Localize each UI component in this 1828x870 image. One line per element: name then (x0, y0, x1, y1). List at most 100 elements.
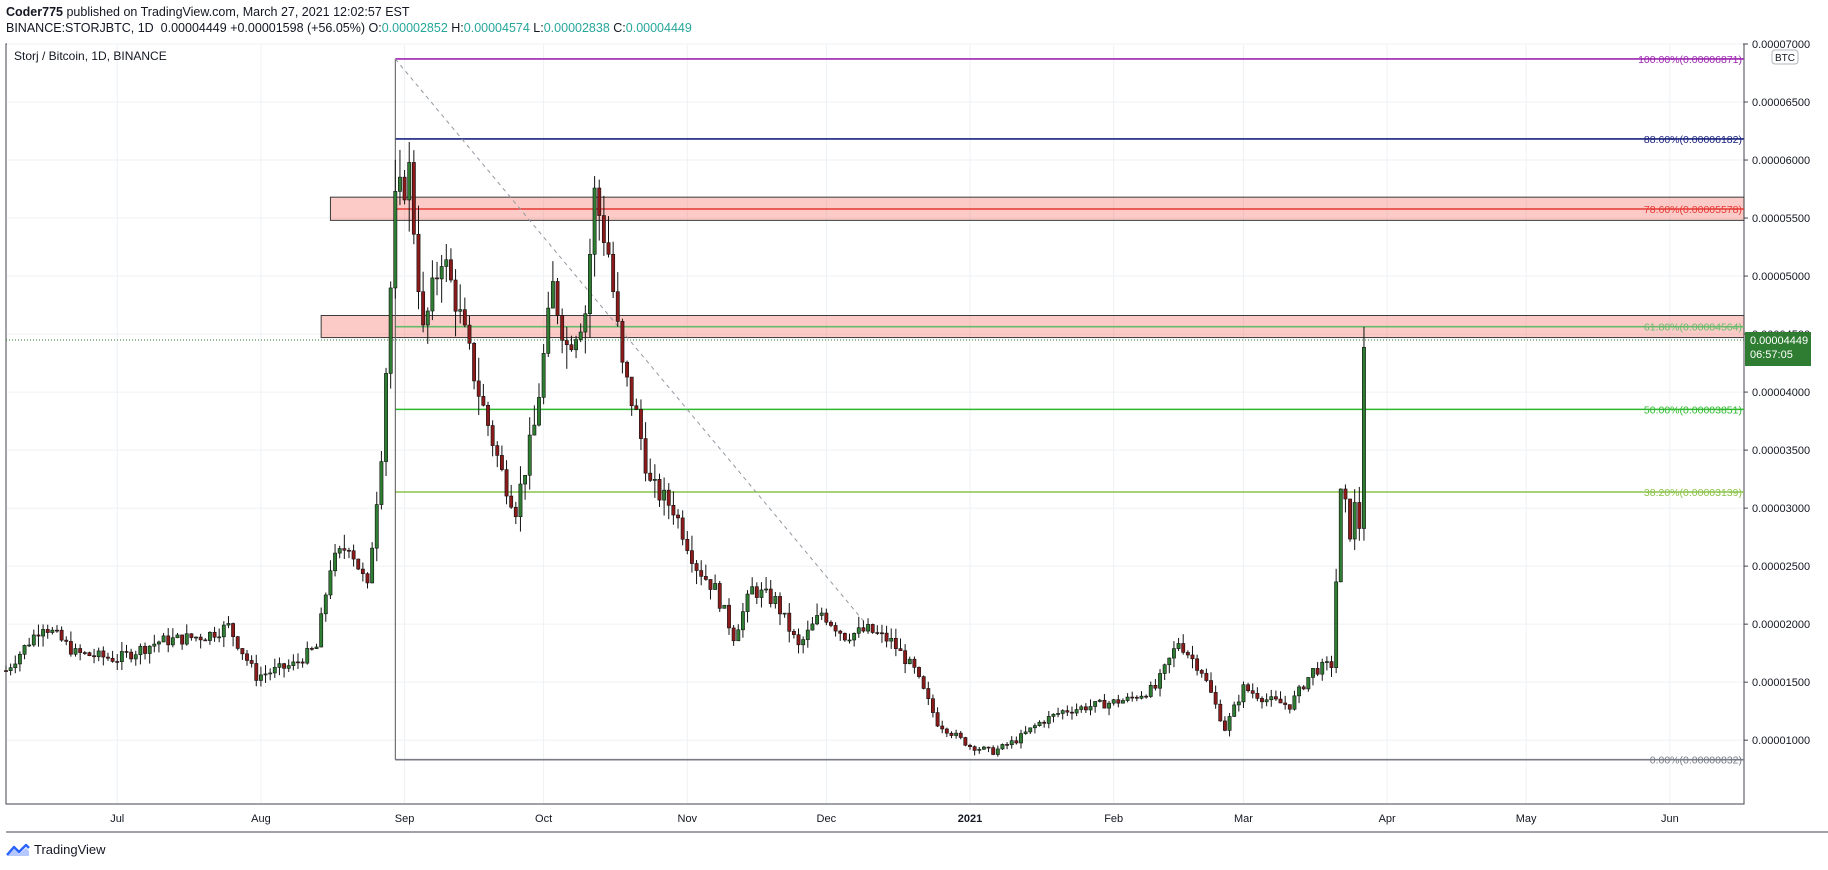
candle-body (1172, 648, 1176, 659)
candle-body (4, 670, 8, 672)
candle-body (949, 732, 954, 736)
published-info: published on TradingView.com, March 27, … (66, 5, 410, 19)
candle-body (968, 744, 972, 747)
candle-body (1227, 716, 1232, 731)
candle-body (365, 573, 370, 584)
candle-body (50, 629, 55, 633)
candle-body (212, 631, 217, 638)
candle-body (541, 353, 546, 398)
candle-body (1301, 686, 1306, 690)
candle-body (300, 661, 305, 664)
candle-body (351, 550, 356, 560)
candle-body (453, 279, 458, 312)
candle-body (931, 698, 935, 713)
candle-body (578, 331, 583, 340)
candle-body (319, 613, 324, 648)
high-value: 0.00004574 (463, 21, 530, 35)
candle-body (486, 404, 490, 426)
x-tick-label: Nov (678, 813, 698, 825)
candle-body (8, 667, 13, 671)
candle-body (597, 187, 602, 216)
footer-brand[interactable]: TradingView (6, 842, 106, 857)
candle-body (690, 550, 694, 564)
x-tick-label: Apr (1379, 813, 1396, 825)
candle-body (513, 506, 518, 518)
candle-body (601, 215, 606, 243)
candle-body (1264, 699, 1269, 703)
candle-body (884, 632, 889, 642)
candle-body (1037, 721, 1042, 726)
candle-body (495, 445, 500, 456)
candle-body (36, 634, 41, 637)
candle-body (722, 604, 727, 609)
candle-body (1213, 692, 1218, 705)
candle-body (754, 586, 759, 598)
candle-body (629, 376, 634, 407)
candle-body (328, 570, 333, 596)
y-tick-label: 0.00001000 (1752, 735, 1810, 747)
candle-body (634, 405, 639, 410)
candle-body (1236, 701, 1241, 706)
author-name[interactable]: Coder775 (6, 5, 63, 19)
candle-body (119, 651, 124, 662)
candle-body (546, 307, 551, 354)
candle-body (588, 253, 592, 315)
x-tick-label: Jul (110, 813, 124, 825)
candle-body (393, 191, 398, 289)
candle-body (1348, 498, 1352, 540)
candle-body (17, 653, 22, 665)
low-label: L: (533, 21, 544, 35)
candle-body (305, 648, 310, 664)
candle-body (64, 639, 69, 642)
candle-body (73, 648, 78, 655)
candle-body (1134, 696, 1139, 699)
candle-body (27, 644, 32, 647)
candle-body (861, 627, 866, 632)
candle-body (805, 629, 810, 640)
candle-body (977, 748, 982, 751)
chart-pane (5, 43, 1745, 805)
candle-body (555, 281, 560, 316)
fib-level-label: 100.00%(0.00006871) (1638, 54, 1742, 66)
candle-body (880, 632, 884, 635)
candle-body (231, 623, 236, 637)
candle-body (314, 646, 319, 649)
fib-level-label: 78.60%(0.00005578) (1644, 204, 1742, 216)
candle-body (388, 287, 393, 374)
candle-body (787, 612, 792, 632)
candle-body (532, 424, 537, 436)
candle-body (963, 737, 968, 746)
price-change: +0.00001598 (+56.05%) (230, 21, 366, 35)
candle-body (110, 657, 115, 662)
y-tick-label: 0.00006500 (1752, 97, 1810, 109)
candle-body (852, 632, 857, 641)
x-tick-label: Mar (1234, 813, 1253, 825)
candle-body (1139, 695, 1144, 699)
x-tick-label: Feb (1104, 813, 1123, 825)
candle-body (801, 639, 806, 646)
candle-body (1320, 661, 1325, 675)
fib-level-label: 61.80%(0.00004564) (1644, 322, 1742, 334)
candle-body (527, 434, 532, 476)
candle-body (347, 549, 351, 552)
candle-body (157, 641, 161, 645)
candle-body (745, 593, 750, 612)
y-tick-label: 0.00002000 (1752, 619, 1810, 631)
candle-body (926, 688, 931, 699)
chart-header: Coder775 published on TradingView.com, M… (6, 4, 692, 36)
candle-body (569, 344, 574, 351)
candle-body (286, 665, 291, 669)
candle-body (309, 648, 314, 650)
candle-body (1028, 727, 1033, 733)
candle-body (1287, 704, 1292, 710)
candle-body (727, 604, 731, 629)
candle-body (829, 621, 833, 626)
candle-body (954, 732, 959, 736)
candle-body (764, 588, 769, 591)
x-tick-label: Dec (817, 813, 837, 825)
candle-body (68, 641, 73, 655)
candle-body (458, 309, 463, 312)
candle-body (1000, 744, 1005, 750)
candle-body (481, 396, 486, 406)
